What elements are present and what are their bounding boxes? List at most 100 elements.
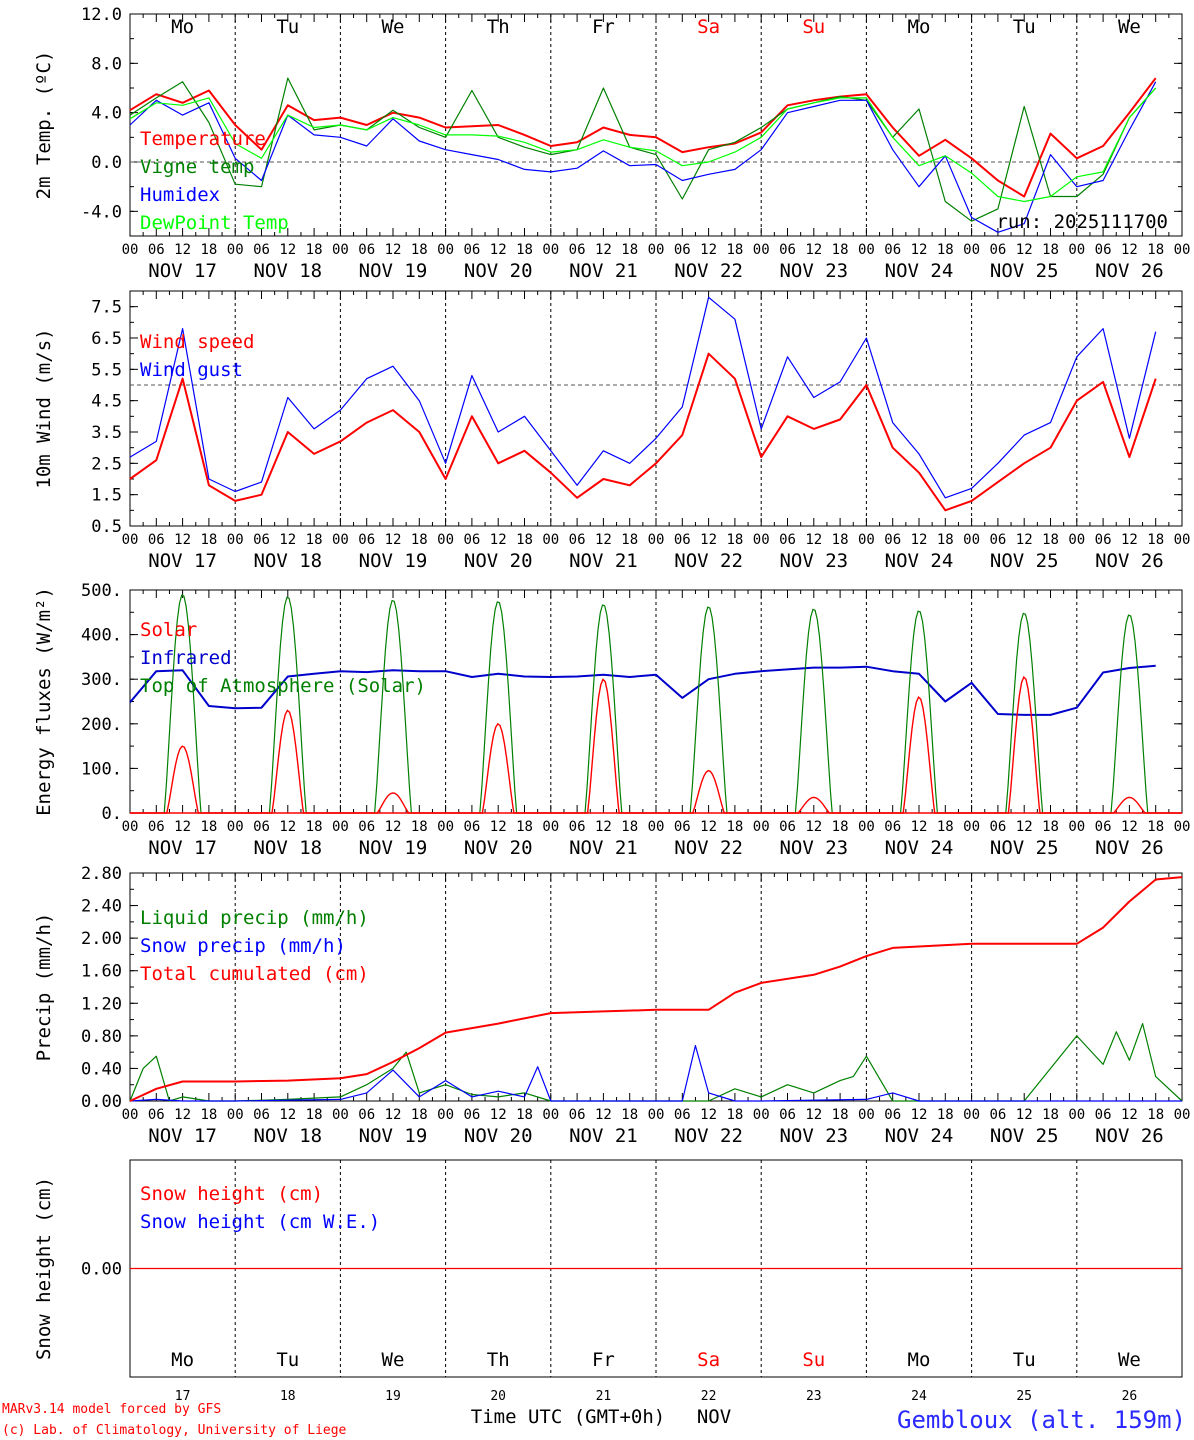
hour-tick-label: 12 — [490, 819, 507, 835]
day-number-label: 25 — [1016, 1389, 1032, 1404]
hour-tick-label: 18 — [200, 819, 217, 835]
hour-tick-label: 00 — [542, 819, 559, 835]
date-label: NOV 19 — [359, 550, 428, 572]
hour-tick-label: 12 — [700, 242, 717, 258]
series-line — [129, 1044, 1182, 1102]
hour-tick-label: 00 — [753, 819, 770, 835]
hour-tick-label: 06 — [148, 1107, 165, 1123]
date-label: NOV 19 — [359, 1125, 428, 1147]
hour-tick-label: 06 — [253, 242, 270, 258]
y-tick-label: 0.0 — [91, 153, 122, 173]
y-axis-label: Snow height (cm) — [33, 1177, 55, 1360]
station-name: Gembloux (alt. 159m) — [897, 1406, 1186, 1434]
weekday-label: Sa — [697, 1349, 720, 1371]
hour-tick-label: 18 — [726, 819, 743, 835]
series-line — [129, 296, 1157, 499]
hour-tick-label: 12 — [1016, 532, 1033, 548]
date-label: NOV 17 — [148, 260, 217, 282]
hour-tick-label: 00 — [1174, 819, 1191, 835]
hour-tick-label: 12 — [174, 1107, 191, 1123]
hour-tick-label: 06 — [148, 819, 165, 835]
hour-tick-label: 06 — [253, 532, 270, 548]
series-line — [129, 77, 1157, 222]
hour-tick-label: 12 — [805, 1107, 822, 1123]
hour-tick-label: 00 — [753, 532, 770, 548]
date-label: NOV 24 — [885, 550, 954, 572]
hour-tick-label: 06 — [463, 819, 480, 835]
date-label: NOV 25 — [990, 1125, 1059, 1147]
weekday-label: Th — [487, 1349, 510, 1371]
weekday-label: Tu — [1013, 1349, 1036, 1371]
hour-tick-label: 00 — [753, 242, 770, 258]
date-label: NOV 19 — [359, 260, 428, 282]
hour-tick-label: 18 — [306, 532, 323, 548]
date-label: NOV 23 — [779, 260, 848, 282]
hour-tick-label: 12 — [174, 819, 191, 835]
y-tick-label: 1.60 — [81, 962, 122, 982]
y-tick-label: 0.00 — [81, 1260, 122, 1280]
date-label: NOV 23 — [779, 1125, 848, 1147]
hour-tick-label: 00 — [1068, 532, 1085, 548]
y-tick-label: 300. — [81, 670, 122, 690]
hour-tick-label: 12 — [911, 1107, 928, 1123]
hour-tick-label: 12 — [279, 242, 296, 258]
legend-entry: Solar — [140, 619, 197, 641]
series-group — [129, 296, 1157, 512]
series-line — [129, 876, 1183, 1102]
legend-entry: Total cumulated (cm) — [140, 963, 369, 985]
weekday-label: Fr — [592, 16, 615, 38]
day-number-label: 21 — [596, 1389, 612, 1404]
solar-line — [130, 675, 1182, 814]
date-label: NOV 25 — [990, 260, 1059, 282]
hour-tick-label: 18 — [516, 819, 533, 835]
hour-tick-label: 12 — [911, 819, 928, 835]
date-label: NOV 25 — [990, 550, 1059, 572]
y-tick-label: 8.0 — [91, 54, 122, 74]
date-label: NOV 26 — [1095, 837, 1164, 859]
hour-tick-label: 00 — [332, 242, 349, 258]
date-label: NOV 20 — [464, 550, 533, 572]
hour-tick-label: 06 — [989, 242, 1006, 258]
date-label: NOV 20 — [464, 837, 533, 859]
date-label: NOV 22 — [674, 1125, 743, 1147]
hour-tick-label: 12 — [911, 532, 928, 548]
hour-tick-label: 12 — [595, 819, 612, 835]
weekday-label: Tu — [276, 1349, 299, 1371]
hour-tick-label: 06 — [884, 532, 901, 548]
hour-tick-label: 12 — [490, 1107, 507, 1123]
x-axis-label: Time UTC (GMT+0h) — [471, 1406, 665, 1428]
hour-tick-label: 00 — [1174, 532, 1191, 548]
hour-tick-label: 12 — [279, 1107, 296, 1123]
panel-4: 2.80 2.40 2.00 1.60 1.20 0.80 0.40 0.00 Precip (… — [33, 864, 1190, 1147]
day-number-label: 22 — [701, 1389, 717, 1404]
y-tick-label: 0.80 — [81, 1027, 122, 1047]
date-label: NOV 20 — [464, 1125, 533, 1147]
date-label: NOV 24 — [885, 1125, 954, 1147]
hour-tick-label: 12 — [595, 532, 612, 548]
y-tick-label: 0.40 — [81, 1059, 122, 1079]
weekday-label: Mo — [171, 1349, 194, 1371]
hour-tick-label: 00 — [963, 1107, 980, 1123]
hour-tick-label: 06 — [569, 242, 586, 258]
hour-tick-label: 06 — [1095, 242, 1112, 258]
y-tick-label: 3.5 — [91, 423, 122, 443]
hour-tick-label: 06 — [779, 242, 796, 258]
hour-tick-label: 00 — [858, 1107, 875, 1123]
hour-tick-label: 06 — [569, 1107, 586, 1123]
weekday-label: Fr — [592, 1349, 615, 1371]
hour-tick-label: 06 — [884, 1107, 901, 1123]
y-tick-label: 2.80 — [81, 864, 122, 884]
hour-tick-label: 12 — [911, 242, 928, 258]
date-label: NOV 26 — [1095, 1125, 1164, 1147]
date-label: NOV 23 — [779, 550, 848, 572]
y-tick-label: 7.5 — [91, 298, 122, 318]
hour-tick-label: 18 — [937, 242, 954, 258]
legend-entry: Temperature — [140, 128, 266, 150]
date-label: NOV 22 — [674, 550, 743, 572]
panel-3: 500. 400. 300. 200. 100. 0. Energy fluxes (W/m… — [33, 581, 1190, 859]
date-label: NOV 25 — [990, 837, 1059, 859]
hour-tick-label: 00 — [648, 242, 665, 258]
hour-tick-label: 12 — [490, 242, 507, 258]
hour-tick-label: 12 — [595, 242, 612, 258]
hour-tick-label: 18 — [200, 532, 217, 548]
